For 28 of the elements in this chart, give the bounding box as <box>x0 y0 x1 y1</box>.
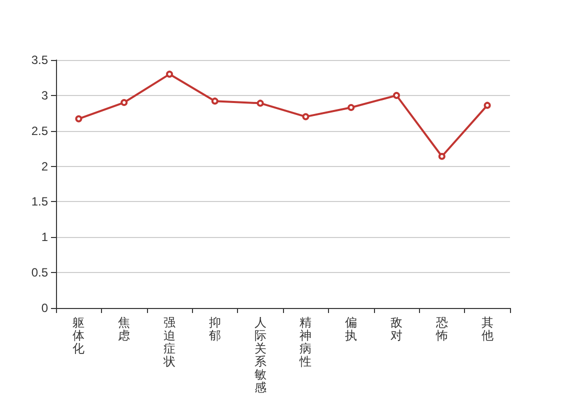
point <box>484 102 491 109</box>
x-tick-label: 抑郁 <box>208 316 221 342</box>
point <box>302 113 310 120</box>
x-tick-label: 焦虑 <box>118 316 130 342</box>
x-tick-label: 人际关系敏感 <box>254 316 266 394</box>
x-tick-label: 躯体化 <box>72 316 85 356</box>
x-tick-label: 其他 <box>481 316 494 342</box>
point <box>75 115 82 122</box>
y-tick-label: 1 <box>41 230 48 244</box>
y-tick-label: 3 <box>41 88 48 102</box>
point <box>393 92 400 99</box>
point <box>438 152 446 160</box>
x-tick-label: 偏执 <box>345 316 358 342</box>
y-tick-label: 2.5 <box>31 124 48 138</box>
y-tick-label: 2 <box>41 159 48 174</box>
x-tick-label: 精神病性 <box>298 316 312 368</box>
x-tick-label: 恐怖 <box>434 316 448 342</box>
point <box>211 98 218 105</box>
x-tick-label: 强迫症状 <box>162 316 176 368</box>
point <box>256 100 264 107</box>
y-tick-label: 1.5 <box>31 194 48 209</box>
y-tick-label: 3.5 <box>31 53 48 67</box>
y-tick-label: 0.5 <box>31 266 48 280</box>
point <box>348 104 355 111</box>
point <box>166 70 173 78</box>
point <box>120 99 128 106</box>
x-tick-label: 敌对 <box>390 316 402 342</box>
y-tick-label: 0 <box>41 301 48 315</box>
